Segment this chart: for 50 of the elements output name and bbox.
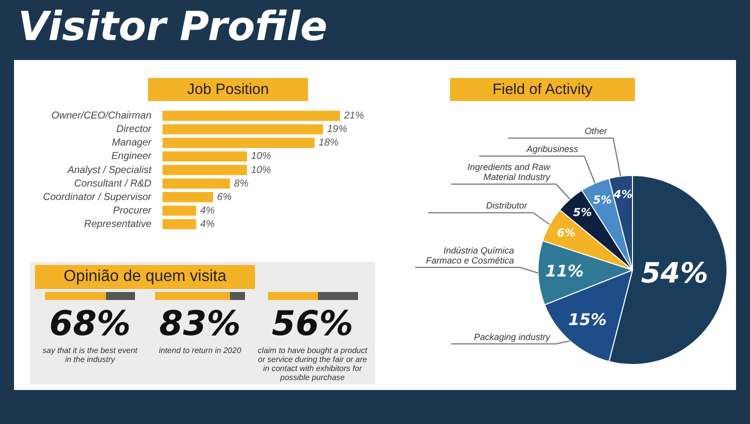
bar	[162, 192, 214, 202]
category-label: intend to return in 2020	[158, 346, 242, 355]
bar	[162, 206, 196, 216]
data-label: 21%	[343, 110, 364, 122]
data-label: 4%	[200, 219, 215, 230]
data-label: 5%	[593, 193, 612, 206]
slice-label: Indústria Química Farmaco e Cosmética	[426, 245, 514, 266]
data-label: 4%	[200, 205, 215, 216]
data-label: 68%	[48, 304, 132, 344]
category-label: claim to have bought a product or service during the fair or are in contact with exhibitors for possible purchase	[258, 346, 368, 382]
text: Opinião de quem visita	[35, 265, 255, 289]
data-label: 19%	[327, 124, 348, 136]
bar	[162, 110, 340, 121]
text: Visitor Profile	[18, 4, 328, 50]
data-label: 8%	[234, 178, 249, 190]
category-label: say that it is the best event in the industry	[42, 346, 138, 364]
bar	[162, 164, 247, 176]
y-tick-label: Analyst / Specialist	[66, 164, 153, 176]
data-label: 11%	[545, 261, 584, 280]
chart-title: Field of Activity	[450, 78, 635, 101]
data-label: 56%	[270, 304, 354, 344]
data-label: 10%	[250, 151, 272, 162]
y-tick-label: Director	[116, 124, 152, 136]
y-tick-label: Owner/CEO/Chairman	[51, 110, 152, 122]
data-label: 10%	[250, 164, 272, 176]
y-tick-label: Procurer	[113, 205, 152, 216]
slice-label: Packaging industry	[474, 332, 551, 342]
data-label: 6%	[217, 192, 232, 203]
y-tick-label: Representative	[84, 219, 152, 230]
bar	[162, 178, 230, 189]
y-tick-label: Manager	[112, 138, 152, 149]
y-tick-label: Consultant / R&D	[74, 178, 152, 190]
slice-label: Distributor	[486, 200, 528, 211]
data-label: 18%	[318, 138, 339, 149]
slice-label: Other	[584, 126, 608, 136]
data-label: 6%	[556, 226, 576, 240]
bar	[162, 151, 247, 162]
data-label: 54%	[641, 256, 708, 290]
data-label: 5%	[573, 206, 592, 220]
chart-title: Job Position	[148, 78, 308, 101]
slice-label: Ingredients and Raw Material Industry	[468, 162, 551, 182]
y-tick-label: Engineer	[111, 151, 152, 162]
bar	[162, 219, 196, 230]
y-tick-label: Coordinator / Supervisor	[42, 192, 152, 203]
slice-label: Agribusiness	[526, 144, 579, 154]
data-label: 83%	[158, 304, 242, 344]
data-label: 4%	[612, 188, 632, 201]
bar	[162, 124, 324, 134]
bar	[162, 138, 315, 148]
data-label: 15%	[568, 310, 607, 330]
